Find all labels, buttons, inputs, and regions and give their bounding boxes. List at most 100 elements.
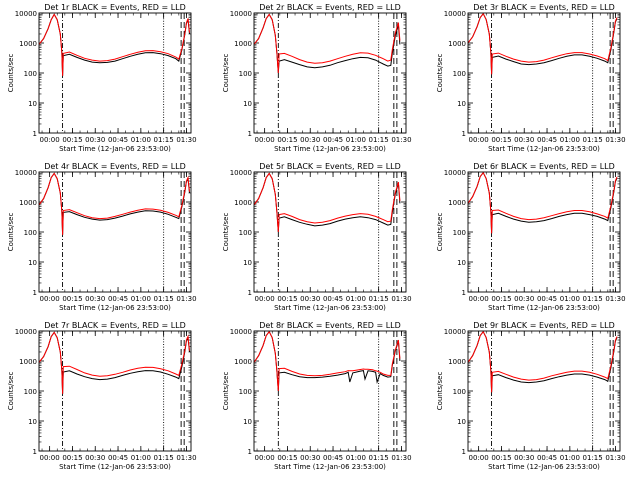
x-tick-label: 00:45 (323, 454, 343, 462)
y-tick-label: 10000 (15, 169, 37, 177)
x-tick-label: 00:15 (62, 136, 82, 144)
x-tick-label: 01:00 (131, 136, 151, 144)
x-tick-label: 00:45 (537, 295, 557, 303)
y-tick-label: 100 (453, 70, 466, 78)
x-tick-label: 00:30 (514, 136, 534, 144)
x-tick-label: 01:00 (131, 295, 151, 303)
x-axis-label: Start Time (12-Jan-06 23:53:00) (274, 145, 386, 153)
x-tick-label: 00:45 (323, 136, 343, 144)
y-tick-label: 100 (239, 388, 252, 396)
y-tick-label: 1 (33, 130, 37, 138)
chart-title: Det 5r BLACK = Events, RED = LLD (259, 162, 401, 171)
y-tick-label: 10 (28, 418, 37, 426)
chart-panel-9: Det 9r BLACK = Events, RED = LLD 1 10 100 10… (436, 321, 626, 471)
chart-title: Det 8r BLACK = Events, RED = LLD (259, 321, 401, 330)
x-axis-label: Start Time (12-Jan-06 23:53:00) (274, 463, 386, 471)
series-lld-line (254, 331, 401, 392)
chart-panel-1: Det 1r BLACK = Events, RED = LLD 1 10 100 10… (7, 3, 197, 153)
x-tick-label: 00:30 (300, 295, 320, 303)
x-tick-label: 01:15 (369, 295, 389, 303)
series-lld-line (254, 13, 401, 74)
y-tick-label: 10000 (230, 328, 252, 336)
x-tick-label: 01:15 (583, 136, 603, 144)
x-axis-label: Start Time (12-Jan-06 23:53:00) (59, 145, 171, 153)
x-tick-label: 01:15 (154, 295, 174, 303)
x-tick-label: 00:15 (277, 454, 297, 462)
y-tick-label: 1 (462, 130, 466, 138)
y-tick-label: 10000 (15, 10, 37, 18)
chart-title: Det 4r BLACK = Events, RED = LLD (44, 162, 186, 171)
x-tick-label: 00:30 (514, 454, 534, 462)
y-tick-label: 10 (28, 259, 37, 267)
series-lld-line (468, 13, 618, 75)
y-tick-label: 1000 (19, 40, 37, 48)
y-tick-label: 1 (248, 130, 252, 138)
x-tick-label: 00:30 (514, 295, 534, 303)
y-axis-label: Counts/sec (436, 54, 444, 93)
plot-frame (467, 171, 621, 293)
series-lld-line (254, 172, 401, 233)
y-tick-label: 1 (462, 448, 466, 456)
plot-frame (253, 12, 407, 134)
y-tick-label: 1 (462, 289, 466, 297)
x-tick-label: 01:15 (583, 454, 603, 462)
y-tick-label: 10000 (444, 10, 466, 18)
chart-title: Det 6r BLACK = Events, RED = LLD (473, 162, 615, 171)
y-tick-label: 1000 (234, 358, 252, 366)
x-tick-label: 00:00 (469, 454, 489, 462)
x-tick-label: 01:00 (560, 454, 580, 462)
y-tick-label: 10000 (444, 328, 466, 336)
x-tick-label: 00:30 (85, 295, 105, 303)
x-tick-label: 00:15 (62, 454, 82, 462)
x-tick-label: 00:15 (491, 295, 511, 303)
y-tick-label: 10000 (230, 169, 252, 177)
x-tick-label: 00:45 (108, 295, 128, 303)
x-tick-label: 00:00 (40, 295, 60, 303)
x-axis-label: Start Time (12-Jan-06 23:53:00) (274, 304, 386, 312)
plot-frame (38, 171, 192, 293)
chart-panel-4: Det 4r BLACK = Events, RED = LLD 1 10 100 10… (7, 162, 197, 312)
y-tick-label: 100 (24, 229, 37, 237)
x-tick-label: 00:00 (469, 295, 489, 303)
x-tick-label: 00:45 (323, 295, 343, 303)
x-tick-label: 00:00 (469, 136, 489, 144)
x-tick-label: 01:30 (391, 295, 411, 303)
chart-title: Det 7r BLACK = Events, RED = LLD (44, 321, 186, 330)
y-tick-label: 100 (453, 388, 466, 396)
x-tick-label: 01:00 (346, 295, 366, 303)
x-tick-label: 00:00 (255, 136, 275, 144)
x-tick-label: 01:30 (391, 454, 411, 462)
x-axis-label: Start Time (12-Jan-06 23:53:00) (59, 463, 171, 471)
x-tick-label: 01:00 (346, 454, 366, 462)
x-tick-label: 01:15 (369, 136, 389, 144)
plot-frame (467, 330, 621, 452)
x-tick-label: 01:15 (369, 454, 389, 462)
chart-panel-6: Det 6r BLACK = Events, RED = LLD 1 10 100 10… (436, 162, 626, 312)
x-tick-label: 00:30 (85, 454, 105, 462)
y-tick-label: 100 (239, 229, 252, 237)
x-tick-label: 00:15 (491, 136, 511, 144)
y-tick-label: 10000 (444, 169, 466, 177)
x-tick-label: 00:15 (62, 295, 82, 303)
chart-panel-8: Det 8r BLACK = Events, RED = LLD 1 10 100 10… (222, 321, 412, 471)
x-tick-label: 00:45 (537, 136, 557, 144)
y-axis-label: Counts/sec (436, 213, 444, 252)
chart-title: Det 9r BLACK = Events, RED = LLD (473, 321, 615, 330)
series-lld-line (39, 172, 190, 235)
y-tick-label: 10 (457, 259, 466, 267)
y-tick-label: 1000 (19, 199, 37, 207)
y-tick-label: 1 (248, 289, 252, 297)
x-tick-label: 00:15 (277, 295, 297, 303)
x-tick-label: 01:30 (605, 136, 625, 144)
chart-title: Det 2r BLACK = Events, RED = LLD (259, 3, 401, 12)
x-tick-label: 00:00 (40, 454, 60, 462)
y-tick-label: 10 (457, 418, 466, 426)
y-tick-label: 10 (243, 418, 252, 426)
plot-frame (253, 171, 407, 293)
x-tick-label: 00:30 (85, 136, 105, 144)
y-tick-label: 1000 (234, 40, 252, 48)
x-tick-label: 00:15 (491, 454, 511, 462)
x-tick-label: 00:30 (300, 454, 320, 462)
y-tick-label: 10 (457, 100, 466, 108)
